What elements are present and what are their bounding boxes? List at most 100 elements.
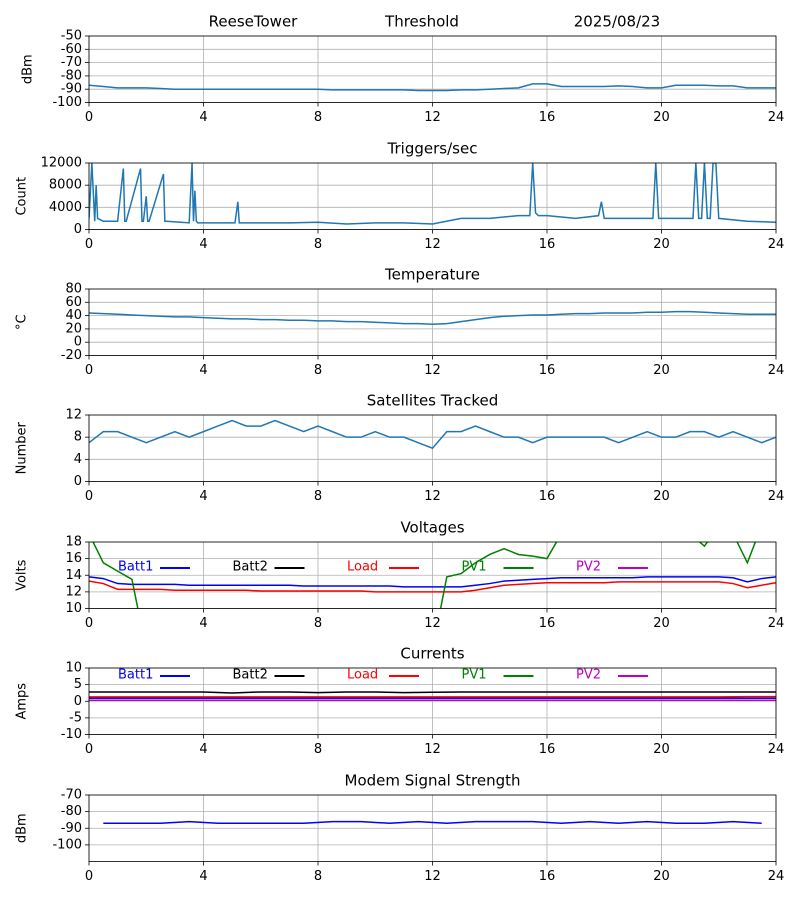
y-tick-label: 0	[74, 222, 82, 237]
x-tick-label: 8	[314, 489, 322, 504]
y-tick-label: 60	[65, 295, 82, 310]
chart-title: 2025/08/23	[574, 13, 660, 31]
x-tick-label: 12	[424, 869, 441, 884]
y-axis-label: Count	[15, 177, 30, 216]
plot-frame	[88, 35, 777, 103]
chart-title: Currents	[400, 645, 464, 663]
x-tick-label: 4	[199, 110, 207, 125]
x-tick-label: 20	[653, 869, 670, 884]
y-tick-label: -80	[61, 68, 82, 83]
x-tick-label: 20	[653, 363, 670, 378]
legend-label: Batt2	[233, 668, 268, 683]
panel: 0 4 8 12 16 20 24 -100-90-80-70-60-50 dBm ReeseTo…	[21, 13, 785, 126]
panel: 0 4 8 12 16 20 24 -100-90 -80-70 dBm Modem Signal …	[15, 772, 785, 885]
y-tick-label: -80	[61, 804, 82, 819]
y-axis-label: dBm	[15, 813, 30, 843]
x-tick-label: 16	[539, 363, 556, 378]
y-tick-label: 18	[65, 535, 82, 550]
plot-frame	[88, 541, 777, 609]
x-tick-label: 0	[85, 742, 93, 757]
plot-frame	[88, 162, 777, 230]
x-tick-label: 8	[314, 363, 322, 378]
x-tick-label: 24	[768, 489, 785, 504]
y-tick-label: -5	[69, 710, 82, 725]
x-tick-label: 12	[424, 237, 441, 252]
x-tick-label: 0	[85, 110, 93, 125]
chart-title: Temperature	[384, 266, 480, 284]
y-tick-label: 20	[65, 321, 82, 336]
legend-label: Batt1	[118, 668, 153, 683]
x-tick-label: 16	[539, 742, 556, 757]
y-tick-label: 10	[65, 601, 82, 616]
y-tick-label: -100	[52, 95, 82, 110]
x-tick-label: 12	[424, 616, 441, 631]
y-tick-label: -70	[61, 788, 82, 803]
x-tick-label: 0	[85, 237, 93, 252]
chart-title: Voltages	[400, 519, 464, 537]
y-tick-label: -60	[61, 42, 82, 57]
x-tick-label: 24	[768, 237, 785, 252]
legend-label: PV1	[462, 560, 487, 575]
y-axis-label: Volts	[15, 559, 30, 591]
plot-frame	[88, 667, 777, 735]
y-tick-label: 12	[65, 408, 82, 423]
legend-label: Load	[347, 560, 378, 575]
y-tick-label: -10	[61, 727, 82, 742]
y-tick-label: -100	[52, 837, 82, 852]
series-line	[89, 419, 776, 450]
legend-label: Batt2	[233, 560, 268, 575]
y-tick-label: 8000	[49, 178, 82, 193]
panel: 0 4 8 12 16 20 24 0 4000 8000 12000 Count Triggers/s…	[15, 140, 785, 253]
y-tick-label: 80	[65, 282, 82, 297]
plot-frame	[88, 288, 777, 356]
x-tick-label: 4	[199, 489, 207, 504]
x-tick-label: 12	[424, 363, 441, 378]
x-tick-label: 20	[653, 489, 670, 504]
x-tick-label: 4	[199, 363, 207, 378]
y-tick-label: 14	[65, 568, 82, 583]
x-tick-label: 8	[314, 110, 322, 125]
chart-title: Threshold	[384, 13, 459, 31]
y-tick-label: 8	[74, 430, 82, 445]
chart-title: ReeseTower	[209, 13, 299, 31]
x-tick-label: 4	[199, 616, 207, 631]
series-line	[89, 576, 776, 588]
x-tick-label: 0	[85, 489, 93, 504]
series-line	[89, 691, 776, 694]
x-tick-label: 12	[424, 110, 441, 125]
x-tick-label: 16	[539, 110, 556, 125]
legend-label: PV1	[462, 668, 487, 683]
chart-title: Triggers/sec	[387, 140, 478, 158]
x-tick-label: 16	[539, 489, 556, 504]
legend-label: Load	[347, 668, 378, 683]
x-tick-label: 20	[653, 742, 670, 757]
y-tick-label: 5	[74, 677, 82, 692]
y-tick-label: 16	[65, 551, 82, 566]
x-tick-label: 4	[199, 742, 207, 757]
plot-frame	[88, 794, 777, 862]
panel: 0 4 8 12 16 20 24 0 4 8 12 Number Satellites Tracked	[15, 392, 785, 505]
series-line	[89, 310, 776, 326]
y-tick-label: 12000	[41, 156, 82, 171]
x-tick-label: 24	[768, 742, 785, 757]
x-tick-label: 16	[539, 237, 556, 252]
x-tick-label: 16	[539, 869, 556, 884]
y-tick-label: 0	[74, 335, 82, 350]
x-tick-label: 8	[314, 742, 322, 757]
x-tick-label: 12	[424, 742, 441, 757]
y-axis-label: dBm	[21, 54, 36, 84]
series-line	[103, 820, 762, 825]
legend-label: Batt1	[118, 560, 153, 575]
x-tick-label: 4	[199, 869, 207, 884]
series-line	[89, 163, 776, 225]
x-tick-label: 16	[539, 616, 556, 631]
legend-label: PV2	[576, 668, 601, 683]
chart-title: Satellites Tracked	[367, 392, 498, 410]
y-tick-label: 0	[74, 474, 82, 489]
legend-label: PV2	[576, 560, 601, 575]
chart-title: Modem Signal Strength	[345, 772, 521, 790]
y-tick-label: -90	[61, 82, 82, 97]
